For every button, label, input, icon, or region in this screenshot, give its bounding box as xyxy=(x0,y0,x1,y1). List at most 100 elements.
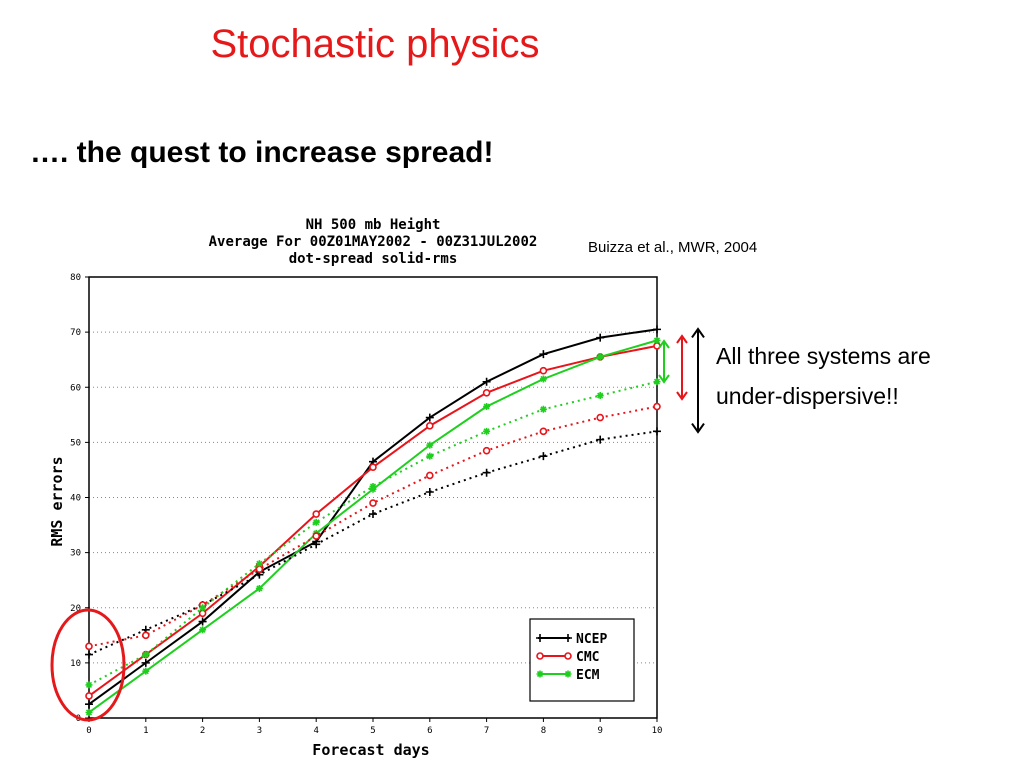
data-point xyxy=(369,482,377,490)
rms-series-1 xyxy=(85,342,661,700)
data-point xyxy=(199,604,207,612)
x-tick-label: 9 xyxy=(597,726,602,736)
double-arrow xyxy=(658,339,670,384)
spread-series-5 xyxy=(85,378,661,689)
data-point xyxy=(564,670,572,678)
data-point xyxy=(198,617,207,626)
data-point xyxy=(85,650,93,659)
legend-item: NCEP xyxy=(536,632,607,647)
data-point xyxy=(85,700,93,709)
y-tick-label: 10 xyxy=(70,659,81,669)
y-tick-label: 30 xyxy=(70,549,81,559)
data-point xyxy=(539,452,548,461)
chart-legend: NCEP CMC ECM xyxy=(529,618,635,702)
data-point xyxy=(426,452,434,460)
data-point xyxy=(425,413,434,422)
data-point xyxy=(85,708,93,716)
data-point xyxy=(426,441,434,449)
double-arrow xyxy=(676,334,688,401)
data-point xyxy=(536,670,544,678)
data-point xyxy=(596,435,605,444)
y-tick-label: 80 xyxy=(70,273,81,283)
y-tick-label: 50 xyxy=(70,438,81,448)
x-axis-label: Forecast days xyxy=(312,741,429,759)
data-point xyxy=(255,560,263,568)
data-point xyxy=(483,403,491,411)
data-point xyxy=(564,652,572,660)
annotation-line-2: under-dispersive!! xyxy=(716,383,899,409)
annotation-text: All three systems are under-dispersive!! xyxy=(716,336,931,416)
data-point xyxy=(539,375,547,383)
data-point xyxy=(653,336,661,344)
arrow-head xyxy=(658,339,670,349)
y-axis-label: RMS errors xyxy=(48,456,66,546)
spread-series-3 xyxy=(85,427,661,659)
data-point xyxy=(425,422,434,430)
data-point xyxy=(142,631,150,640)
data-point xyxy=(653,325,661,334)
y-tick-label: 40 xyxy=(70,494,81,504)
x-tick-label: 7 xyxy=(484,726,489,736)
data-point xyxy=(369,463,377,471)
data-point xyxy=(312,518,320,526)
x-tick-label: 6 xyxy=(427,726,432,736)
data-point xyxy=(312,540,321,549)
legend-item: ECM xyxy=(536,668,600,683)
data-point xyxy=(312,510,321,518)
citation: Buizza et al., MWR, 2004 xyxy=(588,239,758,256)
chart-grid xyxy=(89,331,657,664)
data-point xyxy=(596,392,604,400)
data-point xyxy=(482,388,491,397)
data-point xyxy=(536,652,544,660)
annotation-line-1: All three systems are xyxy=(716,343,931,369)
data-point xyxy=(425,471,434,480)
x-tick-label: 5 xyxy=(370,726,375,736)
arrow-head xyxy=(691,327,705,338)
data-point xyxy=(482,468,491,477)
data-point xyxy=(596,353,604,361)
data-point xyxy=(369,499,377,507)
series-line xyxy=(88,430,658,656)
arrow-head xyxy=(691,423,705,434)
data-point xyxy=(539,427,548,436)
legend-label: CMC xyxy=(576,650,599,665)
data-point xyxy=(255,584,263,592)
data-point xyxy=(142,667,150,675)
data-point xyxy=(539,405,547,413)
data-point xyxy=(85,692,93,700)
legend-label: NCEP xyxy=(576,632,607,647)
x-tick-label: 8 xyxy=(541,726,546,736)
x-axis-ticks: 0 1 2 3 4 5 6 7 8 9 10 xyxy=(86,718,662,736)
data-point xyxy=(483,427,491,435)
data-point xyxy=(85,681,93,689)
highlight-circle xyxy=(50,608,126,722)
chart-title-line: NH 500 mb Height xyxy=(306,217,441,233)
arrow-head xyxy=(658,374,670,384)
legend-item: CMC xyxy=(536,650,599,665)
y-tick-label: 70 xyxy=(70,328,81,338)
data-point xyxy=(539,366,548,375)
data-point xyxy=(653,427,661,436)
spread-series-4 xyxy=(85,402,661,651)
x-tick-label: 3 xyxy=(257,726,262,736)
x-tick-label: 2 xyxy=(200,726,205,736)
arrow-head xyxy=(676,334,688,344)
double-arrow xyxy=(691,327,705,434)
data-point xyxy=(482,377,491,386)
x-tick-label: 10 xyxy=(652,726,663,736)
y-tick-label: 60 xyxy=(70,383,81,393)
legend-label: ECM xyxy=(576,668,600,683)
data-point xyxy=(199,626,207,634)
legend-box xyxy=(529,618,635,702)
data-point xyxy=(85,642,93,651)
data-point xyxy=(141,658,150,667)
data-point xyxy=(539,350,548,359)
spread-arrows xyxy=(658,327,705,434)
data-point xyxy=(596,333,605,342)
data-point xyxy=(142,651,150,659)
chart-series xyxy=(85,325,661,716)
slide-subtitle: …. the quest to increase spread! xyxy=(30,136,494,169)
